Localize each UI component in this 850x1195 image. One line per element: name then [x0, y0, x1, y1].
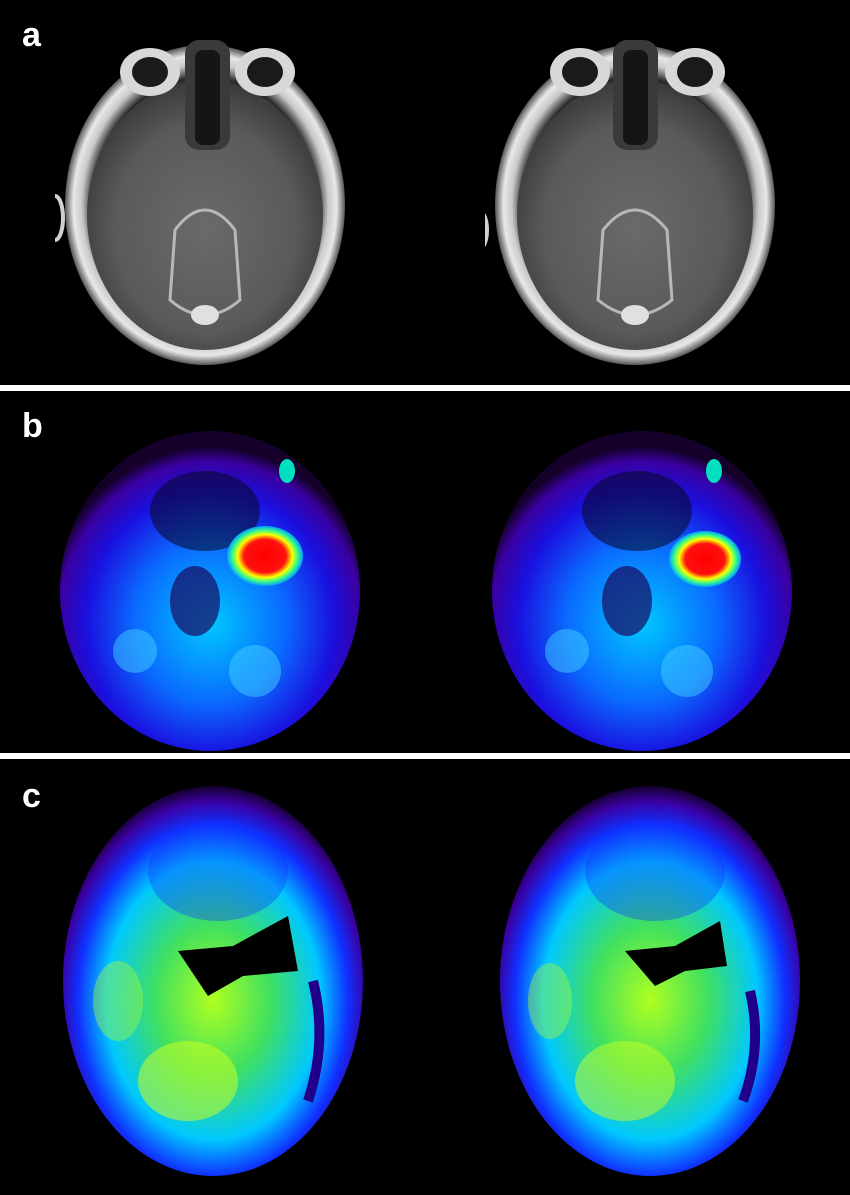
- pet-scan-right: [500, 786, 800, 1176]
- pet-scan-left: [63, 786, 363, 1176]
- panel-divider: [0, 753, 850, 759]
- panel-b-pet: b: [0, 391, 850, 753]
- panel-label-b: b: [22, 407, 43, 445]
- panel-c-pet: c: [0, 759, 850, 1195]
- mri-scan-left: [55, 40, 345, 365]
- panel-label-c: c: [22, 777, 41, 815]
- pet-scan-right: [492, 431, 792, 751]
- panel-a-mri: a: [0, 0, 850, 385]
- panel-label-a: a: [22, 16, 41, 54]
- pet-scan-left: [60, 431, 360, 751]
- panel-divider: [0, 385, 850, 391]
- mri-scan-right: [485, 40, 775, 365]
